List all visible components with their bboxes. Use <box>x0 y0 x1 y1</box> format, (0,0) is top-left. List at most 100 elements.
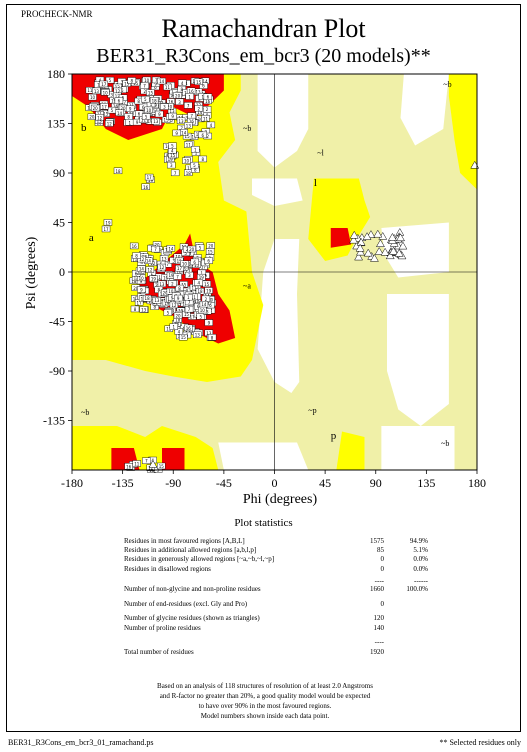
residue-number: 16 <box>168 100 174 105</box>
residue-point: 16 <box>129 242 139 250</box>
residue-number: 7 <box>143 83 146 88</box>
residue-number: 15 <box>184 312 190 317</box>
y-tick-label: 0 <box>59 265 65 279</box>
residue-number: 17 <box>147 175 153 180</box>
residue-number: 20 <box>175 314 181 319</box>
residue-point: 7 <box>170 169 180 177</box>
residue-number: 19 <box>147 97 153 102</box>
residue-point: 7 <box>173 273 182 280</box>
residue-number: 11 <box>87 88 93 93</box>
statistics-note: Based on an analysis of 118 structures o… <box>90 681 440 721</box>
residue-marker <box>203 93 213 100</box>
residue-point: 17 <box>99 80 108 88</box>
residue-number: 6 <box>207 95 210 100</box>
glycine-triangle <box>356 237 366 246</box>
residue-marker <box>88 93 97 101</box>
residue-number: 15 <box>124 82 130 87</box>
residue-marker <box>204 287 213 294</box>
residue-marker <box>144 173 154 181</box>
residue-number: 8 <box>127 114 130 119</box>
residue-point: 13 <box>157 280 167 288</box>
residue-point: 11 <box>132 460 141 467</box>
stat-label: Number of proline residues <box>124 624 201 632</box>
residue-number: 16 <box>126 464 132 469</box>
x-tick-label: -180 <box>61 476 83 490</box>
residue-number: 3 <box>178 100 181 105</box>
residue-number: 1 <box>150 102 153 107</box>
residue-number: 10 <box>146 108 152 113</box>
residue-point: 15 <box>194 78 203 85</box>
residue-number: 19 <box>105 220 111 225</box>
residue-number: 15 <box>148 91 154 96</box>
region-disallowed <box>218 442 309 470</box>
residue-marker <box>195 244 205 251</box>
residue-point: 13 <box>159 255 169 262</box>
residue-marker <box>190 258 199 266</box>
residue-point: 7 <box>151 245 160 253</box>
residue-number: 12 <box>147 268 153 273</box>
residue-marker <box>193 331 202 338</box>
residue-point: 10 <box>144 106 153 114</box>
residue-marker <box>184 324 193 332</box>
residue-number: 10 <box>90 95 96 100</box>
residue-number: 16 <box>132 244 138 249</box>
residue-number: 9 <box>140 279 143 284</box>
residue-marker <box>146 89 155 96</box>
residue-number: 9 <box>177 296 180 301</box>
residue-marker <box>173 273 182 280</box>
residue-number: 18 <box>186 171 192 176</box>
residue-number: 18 <box>152 98 158 103</box>
residue-number: 7 <box>166 262 169 267</box>
residue-number: 4 <box>99 78 102 83</box>
residue-point: 3 <box>175 98 184 106</box>
residue-point: 9 <box>125 105 135 112</box>
residue-point: 14 <box>199 301 209 308</box>
residue-point: 20 <box>206 242 216 249</box>
residue-number: 5 <box>145 115 148 120</box>
residue-point: 19 <box>149 275 158 282</box>
residue-point: 9 <box>137 286 146 293</box>
residue-marker <box>198 131 207 139</box>
residue-number: 12 <box>148 466 154 471</box>
residue-number: 7 <box>176 274 179 279</box>
residue-marker <box>101 225 111 233</box>
residue-number: 10 <box>184 159 190 164</box>
residue-number: 16 <box>189 119 195 124</box>
residue-point: 1 <box>191 146 200 153</box>
x-tick-label: 0 <box>272 476 278 490</box>
residue-number: 14 <box>203 79 209 84</box>
residue-number: 15 <box>176 325 182 330</box>
residue-point: 4 <box>194 279 203 286</box>
region-label: p <box>331 430 337 442</box>
residue-number: 3 <box>185 115 188 120</box>
residue-marker <box>166 245 176 252</box>
residue-marker <box>194 105 204 112</box>
residue-point: 10 <box>198 306 207 314</box>
residue-number: 20 <box>89 115 95 120</box>
residue-marker <box>92 87 101 95</box>
region-label: b <box>81 122 87 134</box>
stat-count: ---- <box>374 577 384 585</box>
residue-point: 7 <box>140 82 149 89</box>
residue-point: 14 <box>157 77 166 85</box>
residue-number: 10 <box>200 308 206 313</box>
residue-point: 18 <box>184 169 193 176</box>
stat-count: 1575 <box>370 537 384 545</box>
residue-number: 1 <box>129 120 132 125</box>
residue-number: 5 <box>171 144 174 149</box>
residue-number: 15 <box>103 112 109 117</box>
residue-number: 19 <box>111 98 117 103</box>
residue-point: 7 <box>184 305 194 313</box>
stat-label: Number of end-residues (excl. Gly and Pr… <box>124 600 248 608</box>
residue-number: 4 <box>210 123 213 128</box>
residue-point: 10 <box>180 260 189 267</box>
residue-number: 4 <box>171 148 174 153</box>
residue-point: 19 <box>103 219 113 226</box>
residue-marker <box>206 121 216 129</box>
residue-point: 6 <box>199 82 208 89</box>
x-axis-label: Phi (degrees) <box>242 492 318 507</box>
residue-number: 12 <box>134 276 140 281</box>
residue-marker <box>142 457 151 464</box>
residue-point: 20 <box>90 104 100 112</box>
residue-number: 6 <box>207 259 210 264</box>
